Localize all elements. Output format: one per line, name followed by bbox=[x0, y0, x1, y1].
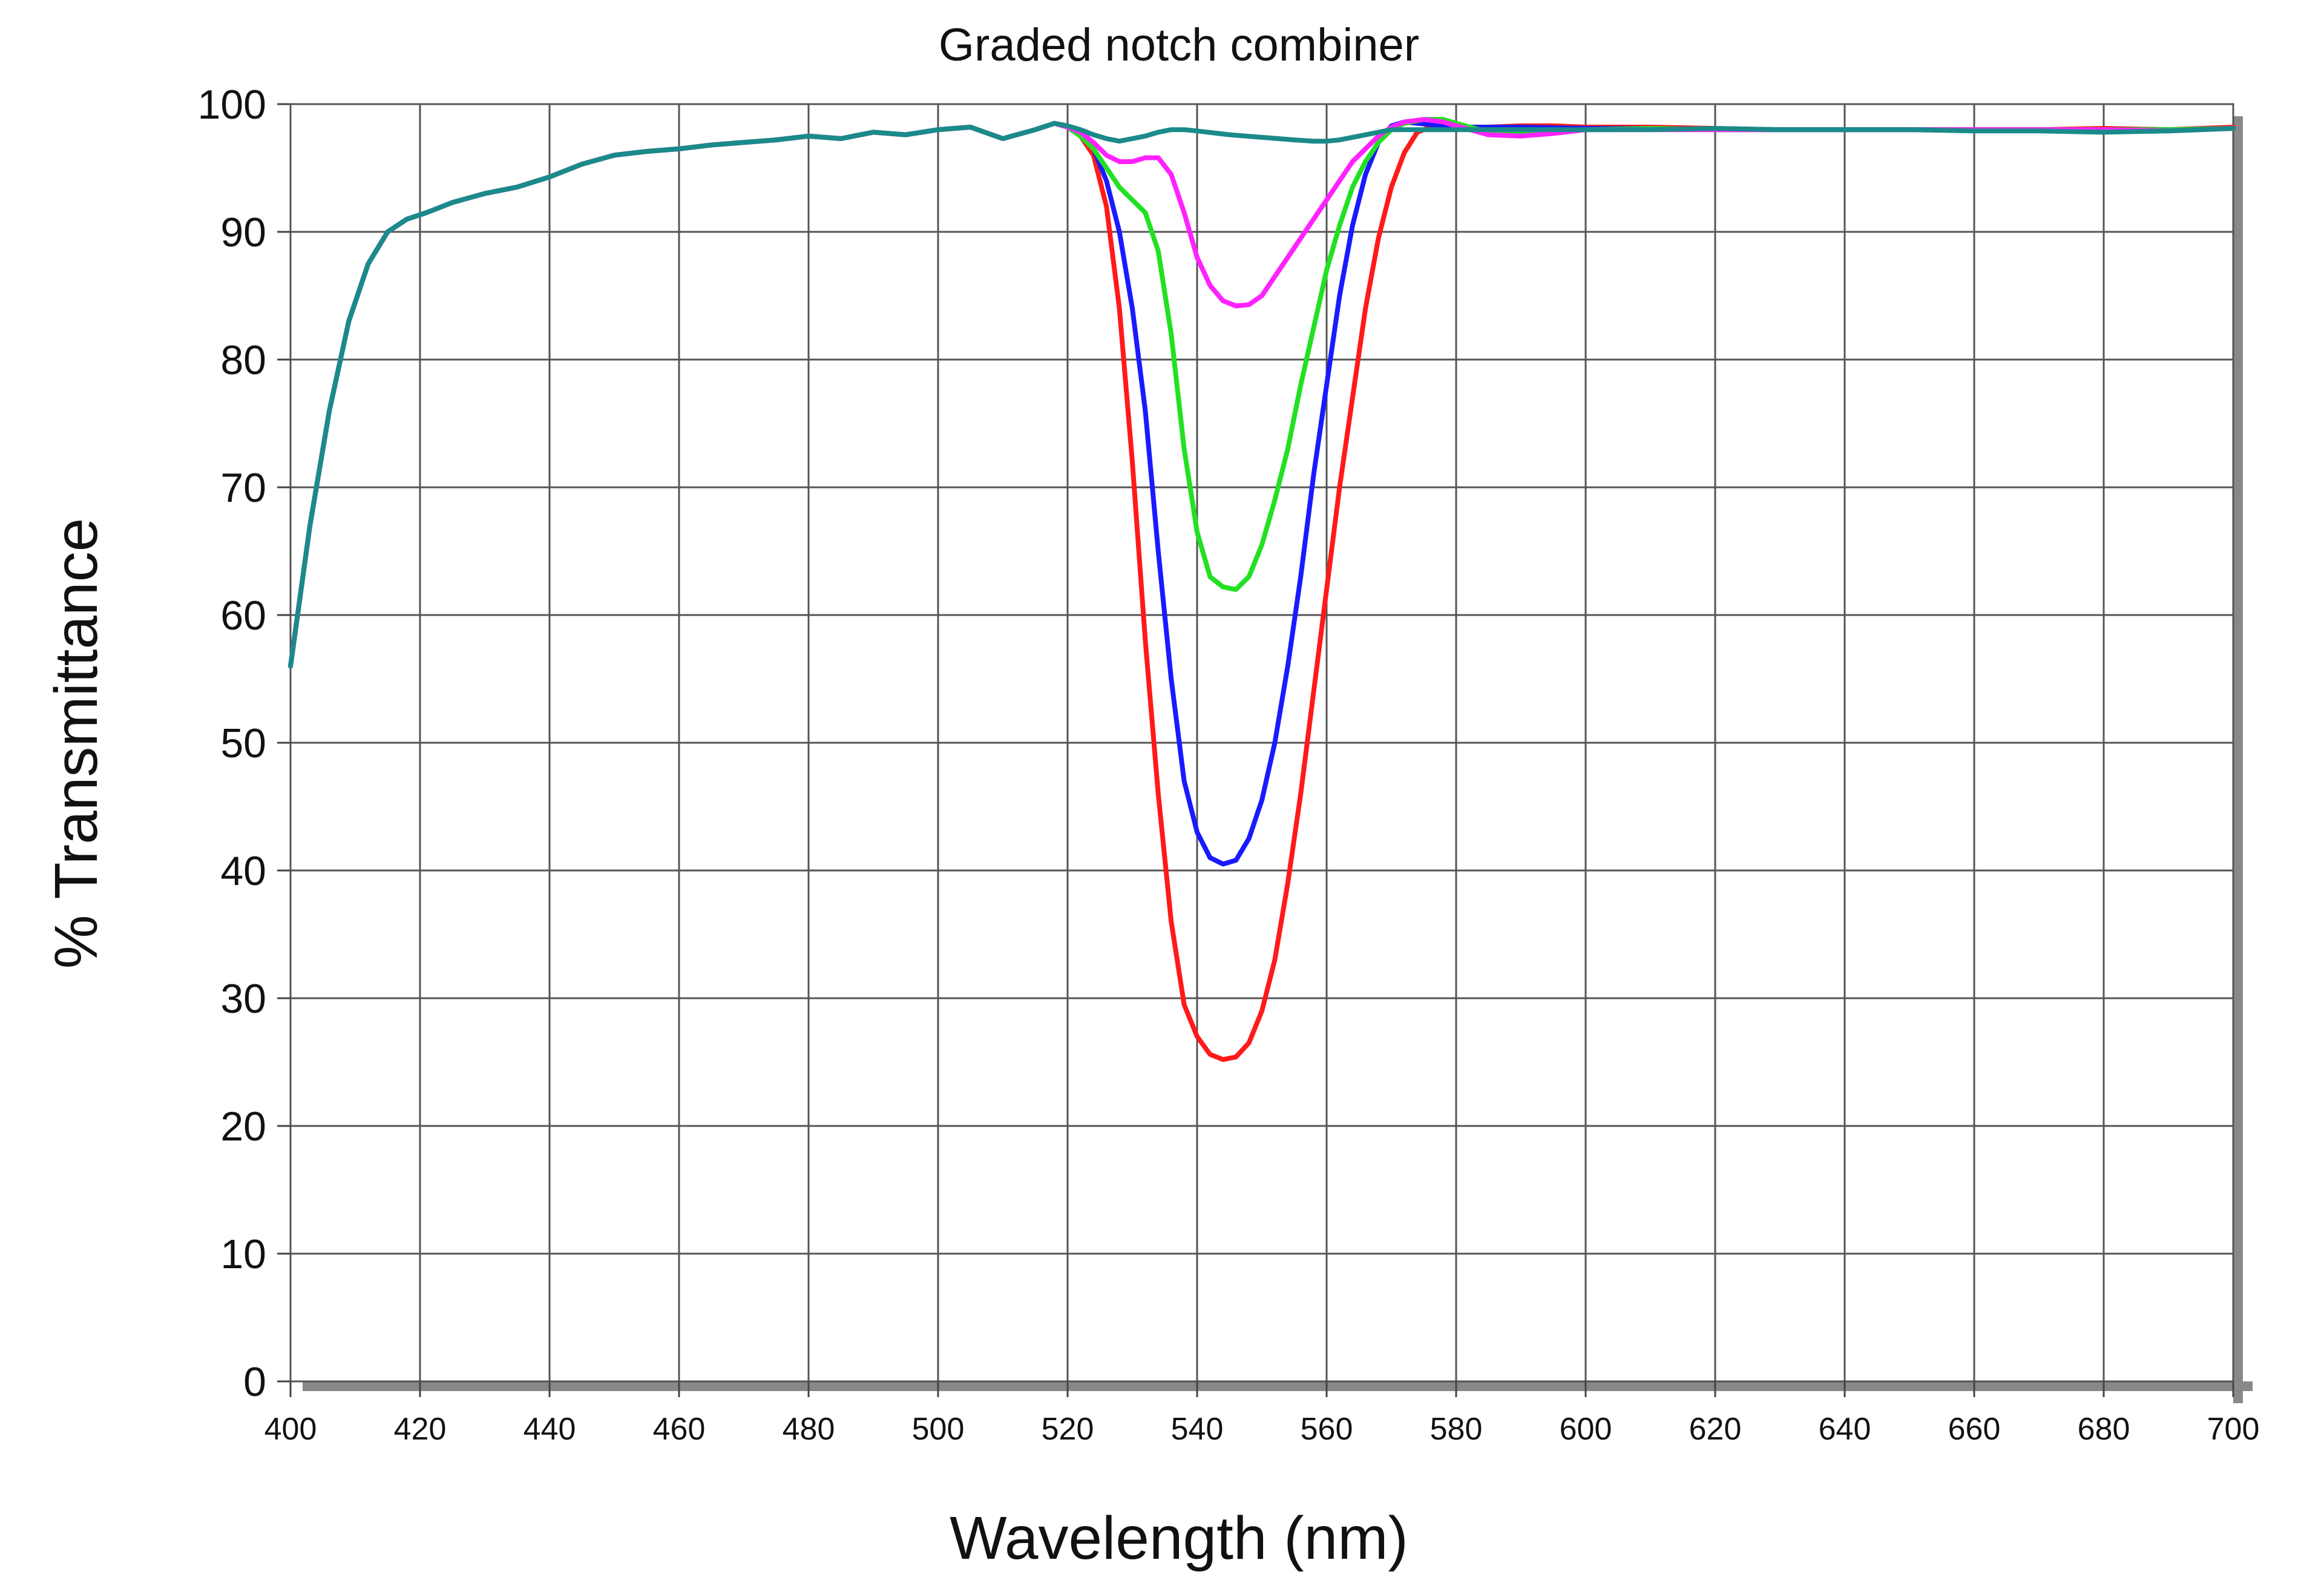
y-tick-label-30: 30 bbox=[220, 976, 266, 1022]
x-tick-label-520: 520 bbox=[1042, 1412, 1094, 1447]
x-axis-label: Wavelength (nm) bbox=[950, 1504, 1408, 1572]
y-tick-label-90: 90 bbox=[220, 209, 266, 255]
x-tick-label-600: 600 bbox=[1560, 1412, 1612, 1447]
x-tick-label-560: 560 bbox=[1301, 1412, 1353, 1447]
plot-shadow-right bbox=[2233, 116, 2243, 1403]
y-tick-label-20: 20 bbox=[220, 1104, 266, 1150]
x-tick-label-700: 700 bbox=[2207, 1412, 2260, 1447]
y-tick-label-50: 50 bbox=[220, 720, 266, 766]
x-tick-label-480: 480 bbox=[783, 1412, 835, 1447]
y-tick-labels: 0 10 20 30 40 50 60 70 80 90 100 bbox=[198, 82, 266, 1405]
x-tick-label-660: 660 bbox=[1948, 1412, 2001, 1447]
y-tick-label-60: 60 bbox=[220, 593, 266, 639]
axis-ticks bbox=[277, 103, 2234, 1397]
y-tick-label-80: 80 bbox=[220, 337, 266, 383]
x-tick-label-580: 580 bbox=[1430, 1412, 1483, 1447]
y-axis-label: % Transmittance bbox=[42, 518, 110, 969]
data-series bbox=[288, 117, 2236, 1062]
plot-shadow-bottom bbox=[303, 1381, 2253, 1391]
y-tick-label-70: 70 bbox=[220, 465, 266, 511]
x-tick-label-500: 500 bbox=[912, 1412, 965, 1447]
plot-shadow bbox=[303, 116, 2253, 1403]
x-tick-label-440: 440 bbox=[524, 1412, 576, 1447]
y-tick-label-100: 100 bbox=[198, 82, 266, 128]
y-tick-label-10: 10 bbox=[220, 1231, 266, 1277]
y-tick-label-40: 40 bbox=[220, 848, 266, 894]
x-tick-label-540: 540 bbox=[1171, 1412, 1224, 1447]
chart-title: Graded notch combiner bbox=[939, 19, 1419, 71]
series-line-5 bbox=[288, 120, 2236, 669]
x-tick-label-460: 460 bbox=[653, 1412, 706, 1447]
y-tick-label-0: 0 bbox=[243, 1359, 266, 1405]
x-tick-label-680: 680 bbox=[2078, 1412, 2130, 1447]
x-tick-label-400: 400 bbox=[264, 1412, 317, 1447]
x-tick-label-640: 640 bbox=[1819, 1412, 1871, 1447]
x-tick-label-420: 420 bbox=[394, 1412, 447, 1447]
x-tick-label-620: 620 bbox=[1689, 1412, 1742, 1447]
x-tick-labels: 400 420 440 460 480 500 520 540 560 580 600 620 640 6… bbox=[264, 1412, 2260, 1447]
